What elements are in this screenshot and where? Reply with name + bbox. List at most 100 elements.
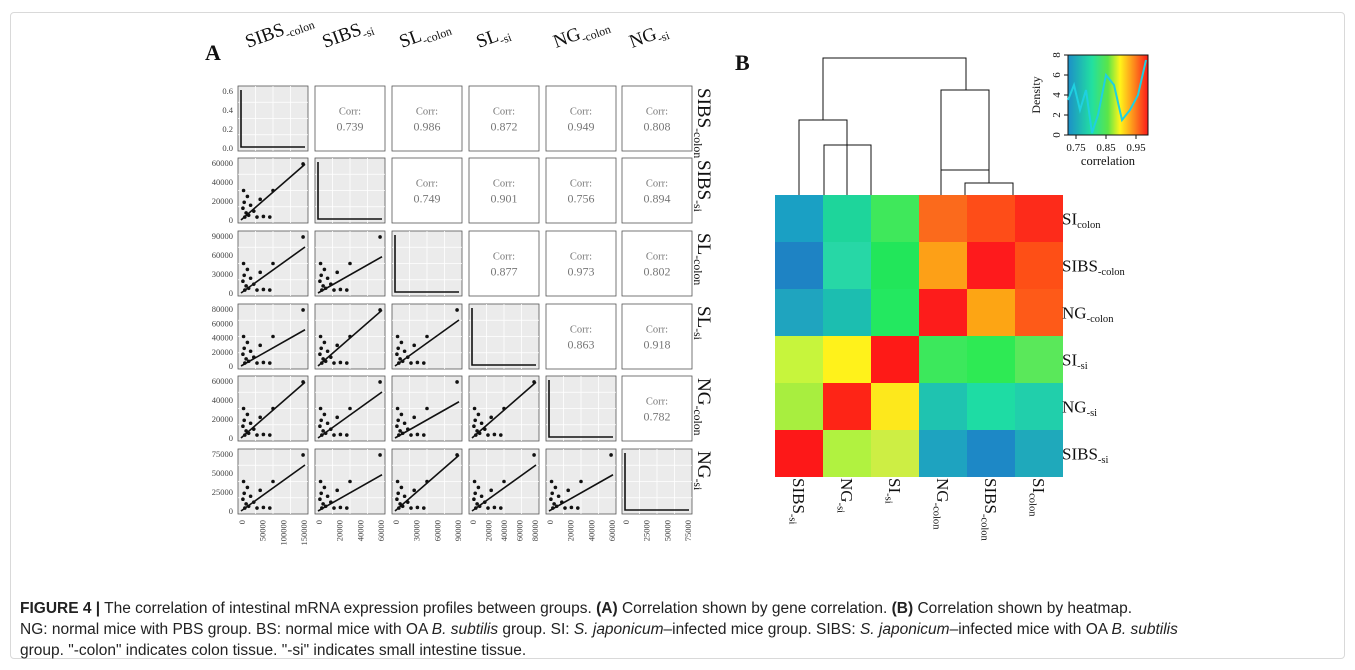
scatter-point — [318, 261, 323, 266]
corr-label: Corr: — [416, 107, 438, 118]
scatter-point — [378, 308, 382, 312]
scatter-point — [322, 267, 327, 272]
corr-value: 0.808 — [644, 120, 671, 134]
scatter-point — [502, 479, 506, 484]
x-tick-label: 90000 — [453, 520, 463, 541]
scatter-point — [243, 361, 247, 365]
x-tick-label: 0 — [621, 520, 631, 524]
label-sub: -colon — [1098, 267, 1126, 278]
regression-line — [394, 319, 460, 367]
scatter-point — [397, 506, 401, 510]
caption-species: S. japonicum — [573, 621, 664, 638]
x-tick-label: 50000 — [662, 520, 672, 541]
scatter-point — [400, 431, 405, 436]
label-sub: -si — [1087, 408, 1098, 419]
y-tick-label: 60000 — [212, 318, 233, 328]
scatter-point — [322, 485, 327, 490]
scatter-point — [492, 505, 497, 510]
label-main: SL — [693, 233, 714, 255]
scatter-point — [532, 453, 536, 457]
label-main: NG — [627, 23, 660, 52]
scatter-point — [301, 308, 305, 312]
corr-panel — [468, 85, 540, 152]
scatter-point — [255, 433, 259, 437]
scatter-point — [397, 361, 401, 365]
scatter-point — [323, 359, 328, 364]
heatmap-cell — [823, 430, 871, 477]
scatter-point — [268, 215, 272, 219]
corr-panel — [468, 230, 540, 297]
scatter-point — [248, 276, 253, 281]
corr-label: Corr: — [339, 107, 361, 118]
corr-panel — [545, 157, 617, 224]
figure-caption: FIGURE 4 | The correlation of intestinal… — [20, 598, 1340, 661]
scatter-point — [396, 418, 401, 423]
scatter-point — [241, 479, 246, 484]
scatter-point — [258, 197, 263, 202]
scatter-point — [241, 188, 246, 193]
scatter-point — [245, 340, 250, 345]
scatter-point — [474, 506, 478, 510]
scatter-point — [245, 412, 250, 417]
row-header: SIBS-colon — [691, 88, 714, 158]
scatter-point — [318, 352, 322, 357]
label-main: SL — [397, 25, 425, 52]
heatmap-cell — [823, 195, 871, 242]
scatter-point — [271, 406, 275, 411]
scatter-point — [483, 427, 487, 431]
scatter-point — [552, 502, 556, 506]
figure-label: FIGURE 4 | — [20, 600, 101, 617]
heatmap-row-label: NG-si — [1062, 398, 1097, 420]
corr-panel — [545, 230, 617, 297]
heatmap-col-label: NG-colon — [930, 478, 952, 530]
caption-b-label: (B) — [891, 600, 914, 617]
label-sub: -si — [1098, 455, 1109, 466]
scatter-point — [397, 433, 401, 437]
label-sub: -colon — [691, 405, 704, 435]
scatter-point — [245, 485, 250, 490]
label-sub: colon — [1026, 493, 1037, 517]
scatter-point — [398, 502, 402, 506]
key-y-tick-label: 6 — [1051, 72, 1063, 78]
corr-panel — [468, 157, 540, 224]
scatter-point — [398, 357, 402, 361]
scatter-point — [258, 415, 263, 420]
panel-a-label: A — [205, 40, 221, 65]
caption-text: NG: normal mice with PBS group. BS: norm… — [20, 621, 432, 638]
label-sub: colon — [1077, 220, 1101, 231]
scatter-point — [609, 453, 613, 457]
scatter-point — [321, 284, 325, 288]
corr-panel — [391, 85, 463, 152]
label-sub: -si — [498, 31, 514, 47]
scatter-point — [532, 380, 536, 384]
y-tick-label: 60000 — [212, 376, 233, 386]
panel-b-label: B — [735, 50, 750, 75]
corr-label: Corr: — [646, 107, 668, 118]
x-tick-label: 0 — [545, 520, 555, 524]
regression-line — [548, 474, 614, 512]
scatter-point — [244, 284, 248, 288]
scatter-point — [252, 427, 256, 431]
heatmap-cell — [775, 383, 823, 430]
scatter-point — [409, 506, 413, 510]
scatter-point — [248, 349, 253, 354]
corr-value: 0.739 — [337, 120, 364, 134]
scatter-point — [329, 355, 333, 359]
scatter-point — [395, 352, 399, 357]
corr-panel — [621, 85, 693, 152]
scatter-point — [412, 488, 417, 493]
scatter-point — [551, 506, 555, 510]
row-header: NG-si — [691, 451, 714, 491]
label-sub: -colon — [930, 503, 941, 531]
scatter-point — [322, 412, 327, 417]
x-tick-label: 50000 — [258, 520, 268, 541]
scatter-point — [409, 433, 413, 437]
scatter-point — [243, 288, 247, 292]
label-main: SI — [1062, 210, 1077, 229]
regression-line — [240, 329, 306, 367]
scatter-point — [556, 494, 561, 499]
label-sub: -colon — [691, 255, 704, 285]
scatter-point — [472, 497, 476, 502]
corr-value: 0.986 — [414, 120, 441, 134]
